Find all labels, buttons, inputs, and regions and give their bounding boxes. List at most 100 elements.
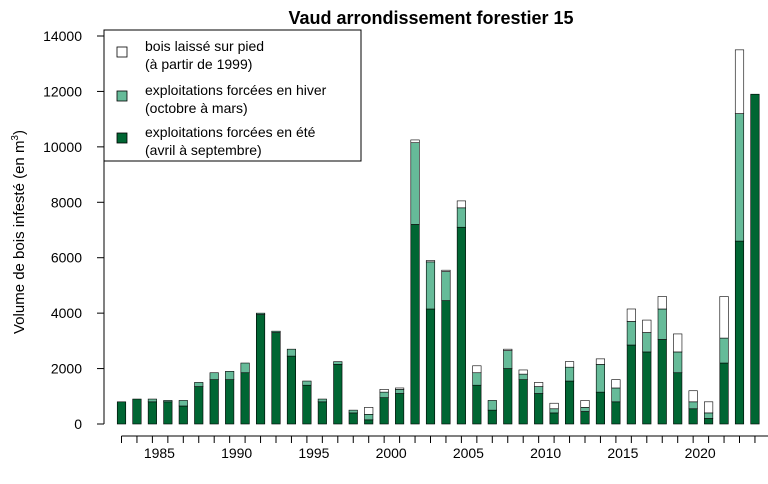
bar-2024-series-0 [750, 93, 760, 425]
y-tick-label: 6000 [51, 250, 82, 266]
bar-2000-series-1 [379, 391, 389, 398]
bar-2014-series-2 [595, 358, 606, 365]
legend-swatch-0 [116, 132, 128, 144]
bar-2018-series-1 [657, 308, 667, 340]
bar-2023-series-0 [734, 240, 745, 425]
bar-1993-series-1 [271, 330, 281, 333]
bar-2004-series-2 [441, 269, 451, 272]
bar-2011-series-1 [549, 408, 559, 414]
chart-title: Vaud arrondissement forestier 15 [288, 8, 573, 28]
bar-2011-series-0 [549, 412, 559, 425]
bar-2015-series-1 [611, 387, 621, 403]
bar-2013-series-1 [580, 407, 590, 412]
axes: 0 2000 4000 6000 8000 10000 12000 14000 1985 1990… [43, 28, 768, 461]
bar-1991-series-0 [240, 372, 250, 425]
bar-1994-series-0 [286, 355, 297, 425]
bar-2016-series-1 [626, 321, 636, 346]
bar-2020-series-1 [688, 401, 698, 410]
bar-2022-series-2 [719, 296, 729, 339]
bar-2005-series-2 [456, 200, 466, 209]
y-tick-label: 2000 [51, 361, 82, 377]
legend-swatch-2 [116, 46, 128, 58]
bar-2002-series-2 [410, 139, 420, 144]
bar-1996-series-1 [317, 398, 327, 403]
bar-2016-series-0 [626, 344, 636, 425]
bar-1986-series-1 [163, 400, 173, 403]
bar-2003-series-1 [425, 261, 436, 310]
bar-2023-series-1 [734, 113, 745, 242]
bar-2017-series-0 [642, 351, 652, 425]
bar-2016-series-2 [626, 308, 636, 322]
legend-label-0: exploitations forcées en été [145, 124, 316, 140]
bar-2021-series-2 [704, 401, 714, 414]
legend: bois laissé sur pied (à partir de 1999) ex… [103, 29, 362, 162]
legend-swatch-1 [116, 90, 128, 102]
bar-2004-series-1 [441, 271, 451, 301]
bar-2008-series-1 [503, 350, 513, 369]
bar-1994-series-1 [286, 348, 297, 357]
bar-2006-series-1 [472, 372, 482, 386]
bar-2019-series-1 [673, 351, 683, 374]
bar-1985-series-0 [147, 401, 157, 425]
x-tick-label: 2015 [607, 445, 638, 461]
bar-2006-series-2 [472, 365, 482, 374]
bar-1995-series-0 [302, 384, 312, 425]
x-tick-label: 2010 [530, 445, 561, 461]
bar-2015-series-0 [611, 401, 621, 425]
bar-2015-series-2 [611, 379, 621, 389]
bar-1990-series-1 [225, 371, 235, 380]
y-axis-label-close: ) [11, 130, 28, 135]
bar-2018-series-2 [657, 296, 667, 310]
bar-2007-series-0 [487, 409, 497, 425]
x-tick-label: 1985 [144, 445, 175, 461]
bar-2012-series-0 [564, 380, 575, 425]
bar-2006-series-0 [472, 384, 482, 425]
bar-2001-series-2 [395, 387, 405, 390]
bar-2001-series-1 [395, 389, 405, 394]
y-axis-label-text: Volume de bois infesté (en m [11, 141, 28, 334]
bar-2010-series-0 [534, 393, 544, 425]
bar-1989-series-0 [209, 379, 219, 425]
bar-1993-series-0 [271, 332, 281, 425]
bar-2020-series-2 [688, 390, 698, 403]
bar-2014-series-1 [595, 364, 606, 393]
bar-2022-series-1 [719, 337, 729, 364]
y-tick-label: 8000 [51, 194, 82, 210]
bar-1987-series-1 [178, 400, 188, 407]
bar-1999-series-2 [364, 407, 374, 415]
bar-2008-series-0 [503, 368, 513, 425]
bar-2019-series-0 [673, 372, 683, 425]
bar-2020-series-0 [688, 408, 698, 425]
bar-2022-series-0 [719, 362, 729, 425]
bar-2008-series-2 [503, 348, 513, 351]
bar-2011-series-2 [549, 402, 559, 410]
bar-1987-series-0 [178, 405, 188, 425]
bar-1984-series-0 [132, 398, 142, 425]
bar-2010-series-2 [534, 382, 544, 387]
bar-2023-series-2 [734, 49, 745, 114]
bar-2012-series-1 [564, 366, 575, 382]
bar-1996-series-0 [317, 401, 327, 425]
bar-2000-series-2 [379, 389, 389, 393]
legend-sublabel-1: (octobre à mars) [145, 100, 248, 116]
bar-1991-series-1 [240, 362, 250, 374]
bar-2001-series-0 [395, 393, 405, 425]
bar-1997-series-0 [333, 364, 343, 425]
bar-1985-series-1 [147, 398, 157, 403]
legend-label-2: bois laissé sur pied [145, 38, 264, 54]
bar-1998-series-1 [348, 409, 358, 414]
x-tick-label: 2020 [685, 445, 716, 461]
bar-2013-series-2 [580, 400, 590, 408]
bar-2004-series-0 [441, 300, 451, 425]
bar-2021-series-1 [704, 412, 714, 419]
bar-2005-series-0 [456, 226, 466, 425]
bar-2017-series-1 [642, 332, 652, 353]
bar-2009-series-0 [518, 379, 528, 425]
bars [116, 49, 760, 425]
bar-1999-series-1 [364, 413, 374, 421]
bar-1988-series-1 [194, 382, 204, 387]
bar-1986-series-0 [163, 401, 173, 425]
y-tick-label: 12000 [43, 83, 82, 99]
bar-2009-series-2 [518, 369, 528, 375]
